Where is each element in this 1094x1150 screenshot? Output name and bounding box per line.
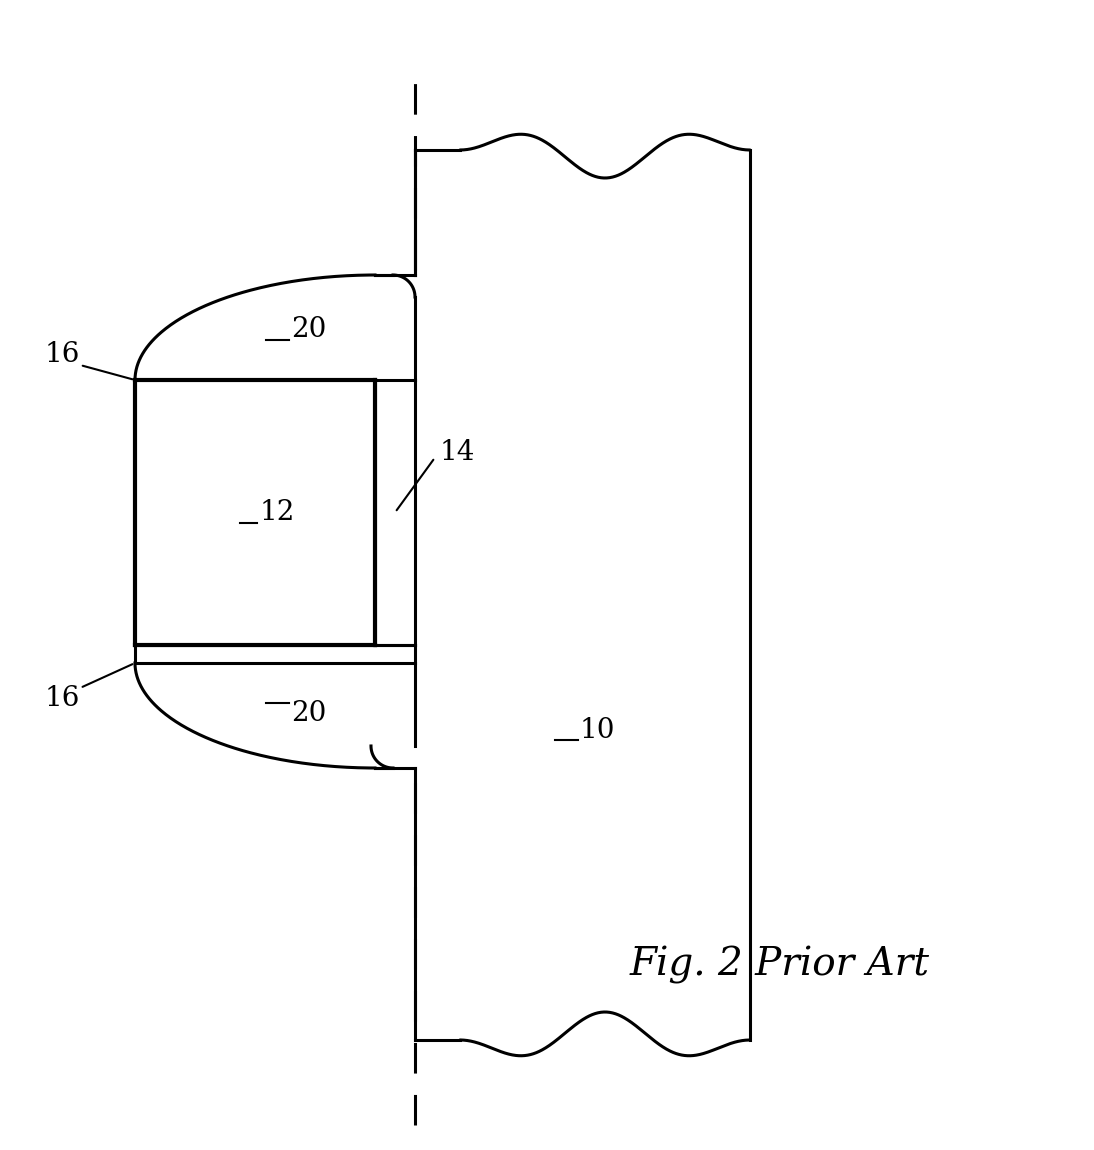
Text: 10: 10 (580, 716, 616, 744)
Text: 16: 16 (45, 684, 80, 712)
Text: 20: 20 (291, 316, 326, 343)
Text: 12: 12 (260, 499, 295, 526)
Text: 20: 20 (291, 700, 326, 727)
Text: Fig. 2 Prior Art: Fig. 2 Prior Art (630, 946, 930, 984)
Text: 16: 16 (45, 342, 80, 368)
Text: 14: 14 (440, 439, 476, 466)
